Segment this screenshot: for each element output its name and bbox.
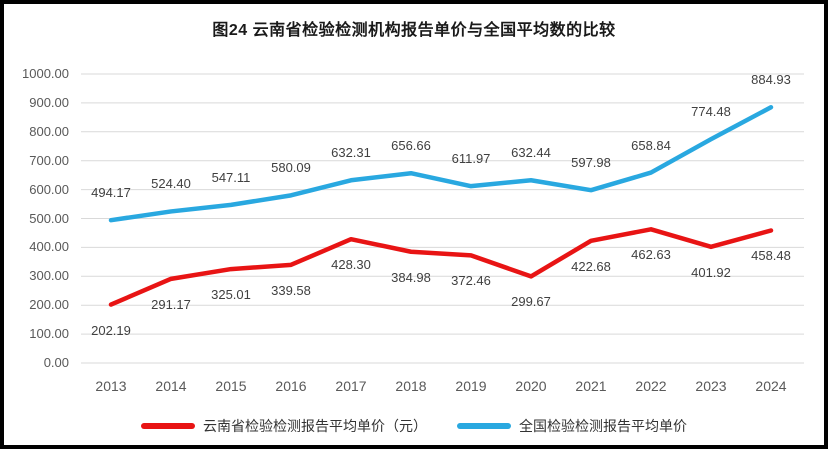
- x-axis-tick: 2013: [95, 378, 127, 394]
- x-axis-tick: 2018: [395, 378, 427, 394]
- x-axis-tick: 2023: [695, 378, 727, 394]
- legend-item-yunnan: 云南省检验检测报告平均单价（元）: [141, 416, 427, 436]
- y-axis-tick: 100.00: [29, 326, 69, 342]
- chart-title: 图24 云南省检验检测机构报告单价与全国平均数的比较: [212, 22, 616, 39]
- series-line-1: [108, 105, 774, 223]
- data-label-series-1: 656.66: [391, 138, 431, 154]
- data-label-series-0: 372.46: [451, 273, 491, 289]
- chart-legend: 云南省检验检测报告平均单价（元） 全国检验检测报告平均单价: [4, 413, 824, 439]
- data-label-series-1: 611.97: [451, 151, 491, 167]
- legend-label-national: 全国检验检测报告平均单价: [519, 418, 687, 434]
- y-axis-tick: 400.00: [29, 239, 69, 255]
- x-axis-tick: 2020: [515, 378, 547, 394]
- data-label-series-0: 299.67: [511, 294, 551, 310]
- y-axis-tick: 900.00: [29, 94, 69, 110]
- y-axis-tick: 600.00: [29, 181, 69, 197]
- data-label-series-1: 597.98: [571, 155, 611, 171]
- data-label-series-1: 524.40: [151, 176, 191, 192]
- series-line-0: [108, 227, 774, 307]
- y-axis-tick: 800.00: [29, 123, 69, 139]
- data-label-series-1: 884.93: [751, 72, 791, 88]
- y-axis-tick: 300.00: [29, 268, 69, 284]
- x-axis-tick: 2019: [455, 378, 487, 394]
- y-axis-tick: 1000.00: [22, 66, 69, 81]
- data-label-series-1: 632.31: [331, 145, 371, 161]
- legend-swatch-yunnan: [141, 423, 195, 429]
- data-label-series-0: 339.58: [271, 282, 311, 298]
- data-label-series-1: 774.48: [691, 104, 731, 120]
- data-label-series-1: 632.44: [511, 145, 551, 161]
- x-axis-tick: 2024: [755, 378, 787, 394]
- legend-item-national: 全国检验检测报告平均单价: [457, 416, 687, 436]
- data-label-series-0: 384.98: [391, 269, 431, 285]
- y-axis-tick: 200.00: [29, 297, 69, 313]
- data-label-series-1: 580.09: [271, 160, 311, 176]
- data-label-series-0: 325.01: [211, 287, 251, 303]
- x-axis-tick: 2021: [575, 378, 607, 394]
- data-label-series-0: 291.17: [151, 296, 191, 312]
- data-label-series-1: 547.11: [211, 169, 251, 185]
- legend-swatch-national: [457, 423, 511, 429]
- chart-plot-area: [81, 73, 804, 364]
- x-axis-tick: 2017: [335, 378, 367, 394]
- x-axis-tick: 2016: [275, 378, 307, 394]
- y-axis-tick: 700.00: [29, 152, 69, 168]
- data-label-series-0: 462.63: [631, 247, 671, 263]
- y-axis-tick: 500.00: [29, 210, 69, 226]
- data-label-series-0: 458.48: [751, 248, 791, 264]
- y-axis-tick: 0.00: [43, 355, 69, 370]
- data-label-series-0: 202.19: [91, 322, 131, 338]
- data-label-series-0: 401.92: [691, 264, 731, 280]
- data-label-series-0: 428.30: [331, 257, 371, 273]
- x-axis-tick: 2015: [215, 378, 247, 394]
- data-label-series-0: 422.68: [571, 258, 611, 274]
- data-label-series-1: 494.17: [91, 185, 131, 201]
- x-axis-tick: 2022: [635, 378, 667, 394]
- legend-label-yunnan: 云南省检验检测报告平均单价（元）: [203, 418, 427, 434]
- x-axis-tick: 2014: [155, 378, 187, 394]
- data-label-series-1: 658.84: [631, 137, 671, 153]
